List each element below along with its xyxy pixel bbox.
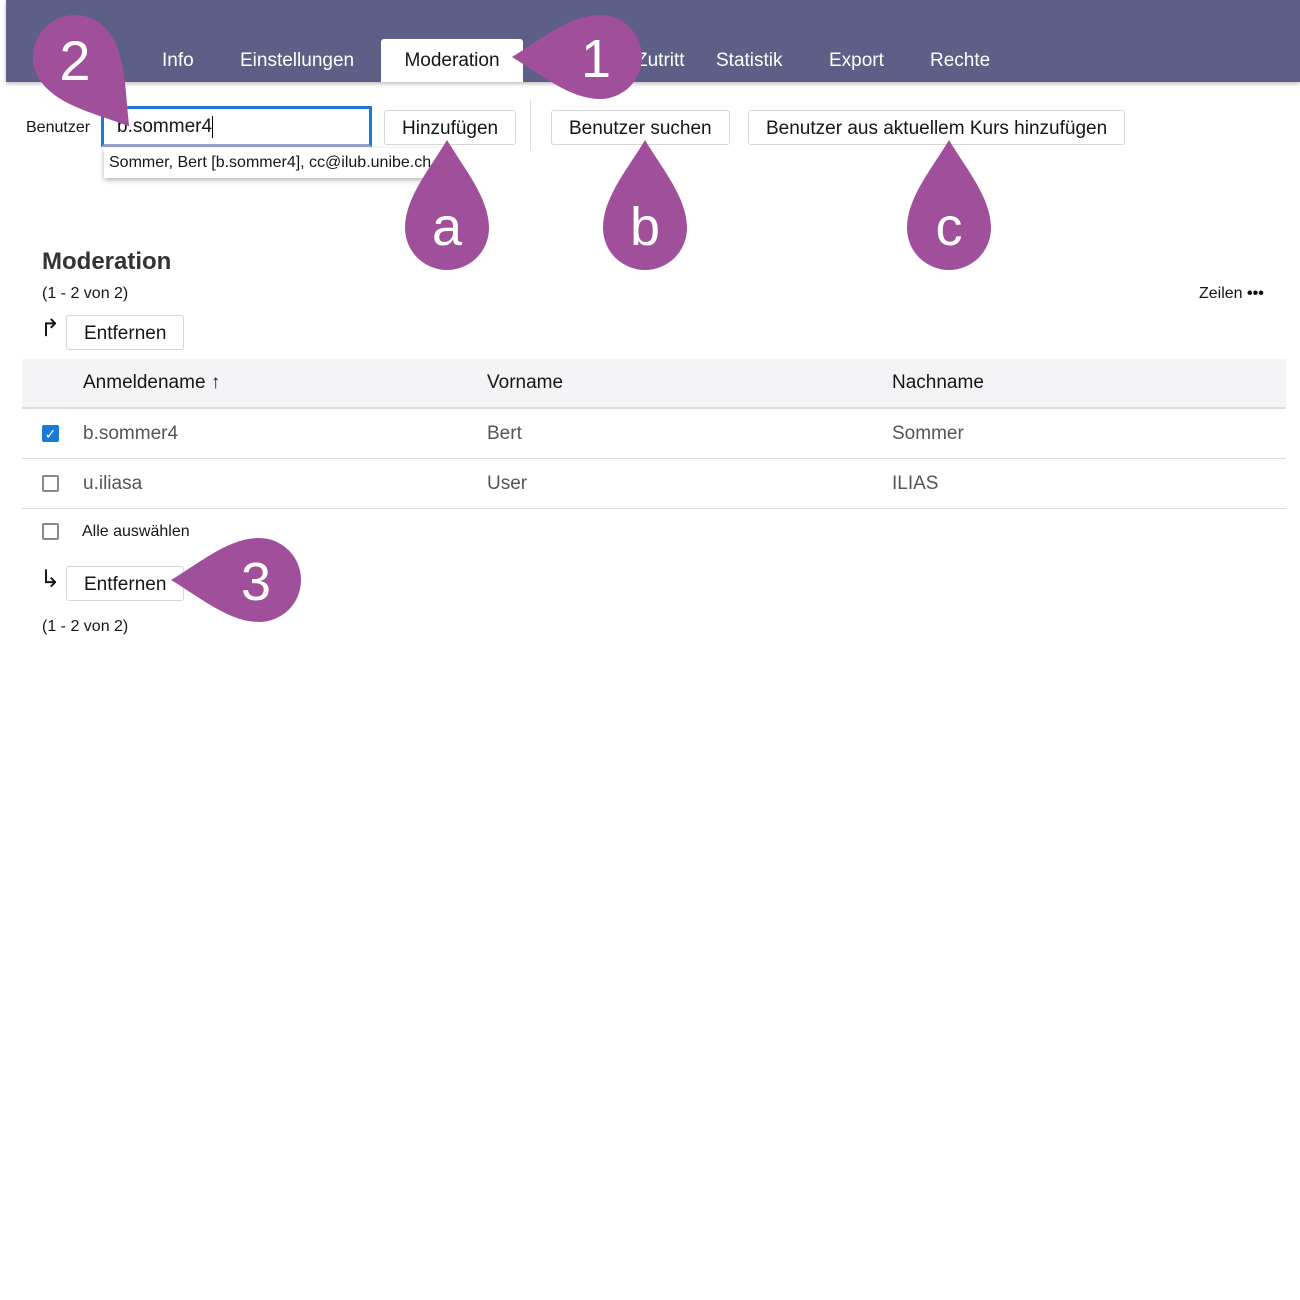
remove-button-bottom[interactable]: Entfernen (66, 566, 185, 601)
tab-statistics[interactable]: Statistik (716, 50, 783, 71)
range-bottom: (1 - 2 von 2) (42, 618, 129, 635)
tab-moderation[interactable]: Moderation (381, 39, 523, 82)
col-login-label: Anmeldename (83, 372, 206, 393)
select-all-checkbox[interactable] (42, 523, 59, 540)
rows-label: Zeilen (1199, 285, 1243, 302)
col-lastname[interactable]: Nachname (892, 372, 984, 393)
rows-per-page[interactable]: Zeilen ••• (1199, 285, 1264, 303)
svg-text:b: b (630, 197, 660, 257)
tab-info[interactable]: Info (162, 50, 194, 71)
user-label: Benutzer (26, 119, 91, 136)
more-icon: ••• (1247, 285, 1264, 302)
select-all-label: Alle auswählen (82, 523, 190, 540)
table-header: Anmeldename ↑ Vorname Nachname (22, 359, 1286, 409)
row-checkbox[interactable]: ✓ (42, 425, 59, 442)
sort-up-icon: ↑ (210, 372, 221, 393)
cell-lastname: ILIAS (892, 473, 939, 494)
add-button[interactable]: Hinzufügen (384, 110, 517, 145)
row-checkbox[interactable] (42, 475, 59, 492)
table-row: u.iliasa User ILIAS (22, 459, 1286, 509)
marker-b: b (603, 140, 687, 270)
text-caret (212, 115, 214, 138)
tab-export[interactable]: Export (829, 50, 884, 71)
tab-permissions[interactable]: Rechte (930, 50, 991, 71)
svg-text:a: a (432, 197, 463, 257)
cell-firstname: Bert (487, 423, 522, 444)
col-firstname[interactable]: Vorname (487, 372, 564, 393)
add-from-course-button[interactable]: Benutzer aus aktuellem Kurs hinzufügen (748, 110, 1126, 145)
page-title: Moderation (42, 248, 172, 275)
cell-lastname: Sommer (892, 423, 964, 444)
autocomplete-suggestion[interactable]: Sommer, Bert [b.sommer4], cc@ilub.unibe.… (104, 148, 454, 178)
divider (530, 100, 531, 150)
tab-bar: Info Einstellungen Moderation Zutritt St… (6, 0, 1300, 82)
arrow-up-right-icon: ↱ (40, 315, 61, 342)
table-row: ✓ b.sommer4 Bert Sommer (22, 409, 1286, 459)
remove-button-top[interactable]: Entfernen (66, 315, 185, 350)
marker-3: 3 (171, 538, 301, 622)
range-top: (1 - 2 von 2) (42, 285, 129, 302)
col-login[interactable]: Anmeldename ↑ (83, 372, 220, 394)
cell-firstname: User (487, 473, 528, 494)
cell-login: b.sommer4 (83, 423, 179, 444)
tab-access[interactable]: Zutritt (636, 50, 685, 71)
svg-text:c: c (936, 197, 963, 257)
tab-settings[interactable]: Einstellungen (240, 50, 355, 71)
marker-c: c (907, 140, 991, 270)
user-input-value: b.sommer4 (117, 116, 213, 137)
user-input[interactable]: b.sommer4 (101, 106, 372, 147)
arrow-down-right-icon: ↳ (40, 566, 61, 593)
search-users-button[interactable]: Benutzer suchen (551, 110, 730, 145)
svg-text:3: 3 (241, 552, 271, 612)
cell-login: u.iliasa (83, 473, 143, 494)
